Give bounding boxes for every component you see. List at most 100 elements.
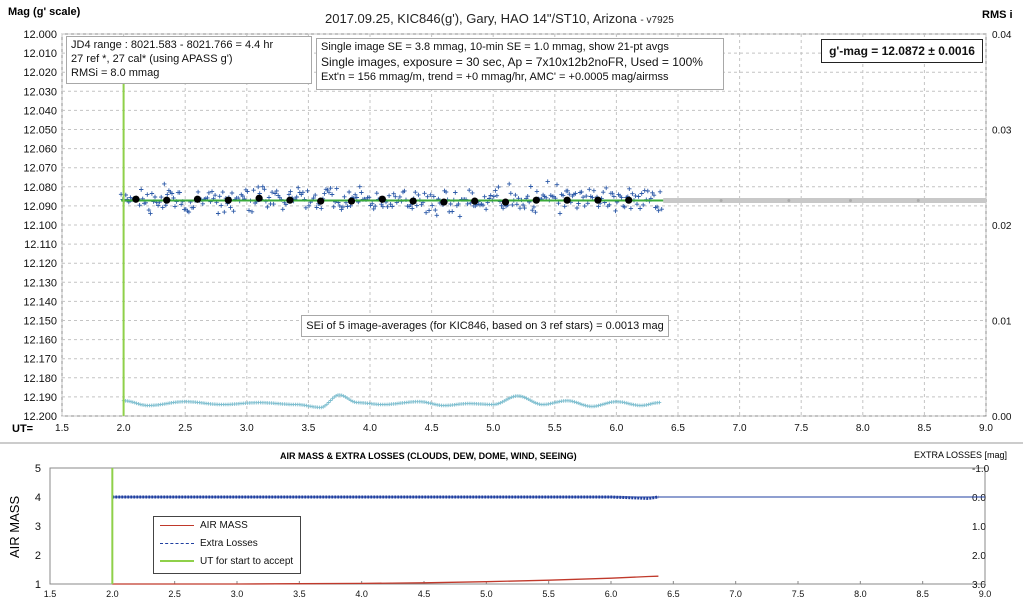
average-point [563, 196, 571, 204]
bottom-chart-title: AIR MASS & EXTRA LOSSES (CLOUDS, DEW, DO… [280, 451, 577, 461]
legend-swatch-air-mass [160, 524, 194, 526]
legend-item-ut-start: UT for start to accept [160, 556, 293, 567]
y-tick-label: 12.030 [23, 86, 57, 98]
bottom-y-tick-label: 3 [35, 521, 41, 533]
bottom-x-tick-label: 3.0 [231, 589, 244, 599]
bottom-y-tick-label: 1 [35, 579, 41, 591]
info-range-line: JD4 range : 8021.583 - 8021.766 = 4.4 hr [71, 39, 274, 51]
result-value: g'-mag = 12.0872 ± 0.0016 [829, 44, 975, 58]
y2-axis-label: RMS i [982, 9, 1013, 21]
extra-losses-line [112, 495, 659, 500]
bottom-y-label: AIR MASS [7, 495, 22, 558]
bottom-x-tick-label: 6.5 [667, 589, 680, 599]
info-rms-line: RMSi = 8.0 mmag [71, 67, 160, 79]
y-tick-label: 12.040 [23, 105, 57, 117]
bottom-y2-tick-label: 0.0 [972, 493, 986, 504]
sei-text: SEi of 5 image-averages (for KIC846, bas… [306, 320, 664, 332]
average-point [532, 196, 540, 204]
x-tick-label: 1.5 [55, 423, 69, 434]
x-tick-label: 4.5 [425, 423, 439, 434]
bottom-x-tick-label: 7.5 [792, 589, 805, 599]
y-tick-label: 12.120 [23, 258, 57, 270]
y-tick-label: 12.180 [23, 373, 57, 385]
x-tick-label: 4.0 [363, 423, 377, 434]
legend-item-extra-losses: Extra Losses [160, 538, 258, 549]
average-point [501, 198, 510, 206]
x-tick-label: 7.0 [733, 423, 747, 434]
average-point [193, 195, 202, 203]
average-point [594, 196, 602, 204]
y-tick-label: 12.130 [23, 277, 57, 289]
bottom-x-tick-label: 8.0 [854, 589, 867, 599]
y-tick-label: 12.050 [23, 125, 57, 137]
y-tick-label: 12.110 [24, 239, 57, 251]
y-tick-label: 12.010 [23, 48, 57, 60]
extension-marker [719, 199, 723, 203]
bottom-legend: AIR MASS Extra Losses UT for start to ac… [153, 516, 301, 574]
bottom-y-tick-label: 2 [35, 550, 41, 562]
bottom-y2-tick-label: -1.0 [972, 464, 990, 475]
average-point [132, 195, 140, 203]
bottom-x-tick-label: 6.0 [605, 589, 618, 599]
y-tick-label: 12.200 [23, 411, 57, 423]
bottom-y-tick-label: 4 [35, 492, 41, 504]
x-tick-label: 7.5 [794, 423, 808, 434]
extension-marker [916, 199, 920, 203]
info-se-line: Single image SE = 3.8 mmag, 10-min SE = … [321, 41, 669, 53]
x-axis-label: UT= [12, 423, 34, 435]
average-point [471, 197, 479, 205]
average-point [347, 197, 356, 205]
air-mass-line [112, 575, 659, 585]
x-tick-label: 3.0 [240, 423, 254, 434]
x-tick-label: 8.5 [917, 423, 931, 434]
bottom-x-tick-label: 3.5 [293, 589, 306, 599]
bottom-y-tick-label: 5 [35, 463, 41, 475]
chart-title-text: 2017.09.25, KIC846(g'), Gary, HAO 14"/ST… [325, 11, 637, 26]
info-extinction-line: Ext'n = 156 mmag/m, trend = +0 mmag/hr, … [321, 71, 669, 83]
average-point [224, 196, 232, 204]
bottom-y2-tick-label: 3.0 [972, 580, 986, 591]
bottom-x-tick-label: 2.5 [168, 589, 181, 599]
y-tick-label: 12.060 [23, 144, 57, 156]
y-tick-label: 12.090 [23, 201, 57, 213]
average-point [378, 195, 386, 203]
average-point [440, 198, 448, 206]
x-tick-label: 9.0 [979, 423, 993, 434]
bottom-x-tick-label: 7.0 [729, 589, 742, 599]
y-tick-label: 12.190 [23, 392, 57, 404]
x-tick-label: 6.0 [609, 423, 623, 434]
y-tick-label: 12.070 [23, 163, 57, 175]
bottom-x-tick-label: 4.0 [355, 589, 368, 599]
y2-tick-label: 0.02 [992, 221, 1012, 232]
legend-swatch-extra-losses [160, 542, 194, 544]
info-box-exposure: Single image SE = 3.8 mmag, 10-min SE = … [316, 38, 724, 90]
info-box-range: JD4 range : 8021.583 - 8021.766 = 4.4 hr… [66, 36, 312, 84]
y-axis-label: Mag (g' scale) [8, 6, 81, 18]
bottom-x-tick-label: 5.0 [480, 589, 493, 599]
legend-label-air-mass: AIR MASS [200, 520, 248, 531]
average-point [286, 196, 294, 204]
info-exposure-line: Single images, exposure = 30 sec, Ap = 7… [321, 55, 703, 69]
x-tick-label: 2.0 [117, 423, 131, 434]
average-point [163, 196, 171, 204]
y2-tick-label: 0.01 [992, 317, 1012, 328]
average-point [317, 197, 325, 205]
extension-marker [848, 199, 852, 203]
bottom-x-tick-label: 9.0 [979, 589, 992, 599]
y2-tick-label: 0.03 [992, 126, 1012, 137]
y-tick-label: 12.020 [23, 67, 57, 79]
x-tick-label: 3.5 [301, 423, 315, 434]
bottom-x-tick-label: 5.5 [542, 589, 555, 599]
info-ref-line: 27 ref *, 27 cal* (using APASS g') [71, 53, 233, 65]
y-tick-label: 12.160 [23, 335, 57, 347]
extension-marker [787, 199, 791, 203]
legend-label-extra-losses: Extra Losses [200, 538, 258, 549]
average-point [255, 194, 263, 202]
x-tick-label: 5.0 [486, 423, 500, 434]
y-tick-label: 12.100 [23, 220, 57, 232]
bottom-x-tick-label: 1.5 [44, 589, 57, 599]
chart-version: - v7925 [640, 15, 674, 26]
legend-swatch-ut-start [160, 560, 194, 563]
